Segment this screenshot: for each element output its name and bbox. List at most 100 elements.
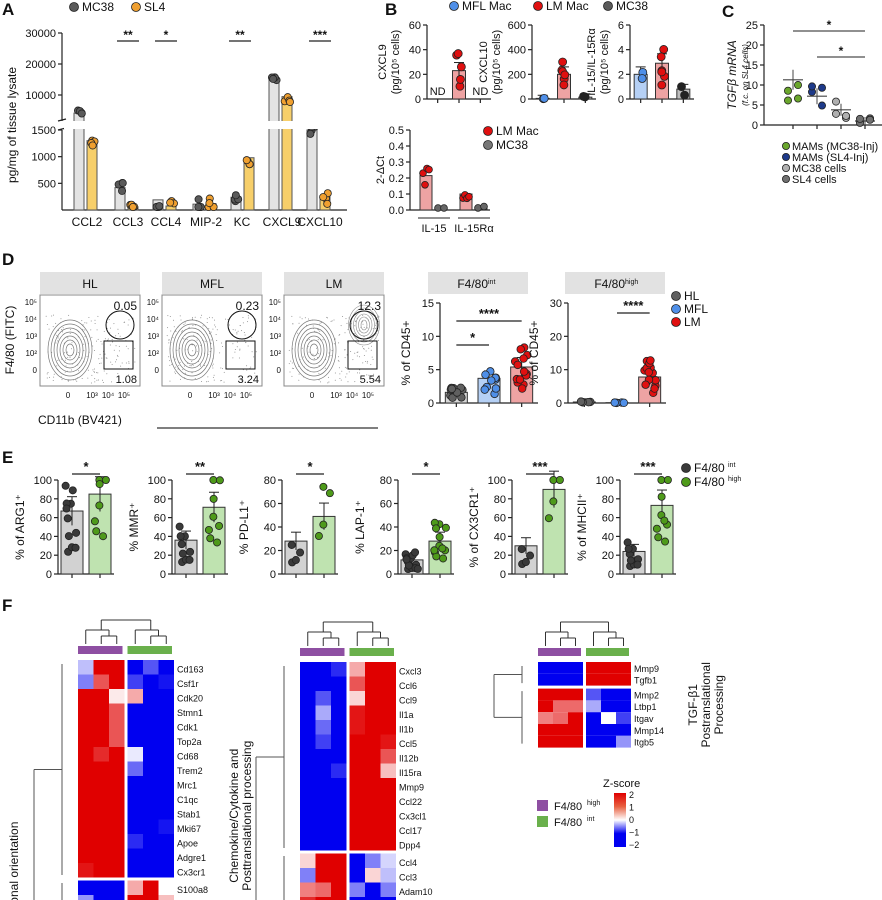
svg-text:(pg/10⁵ cells): (pg/10⁵ cells)	[491, 30, 503, 94]
svg-text:*: *	[83, 459, 89, 474]
panel-f-chemokine: Cxcl3 Ccl6 Ccl9 Il1a Il1b Ccl5 Il12b Il15ra Mmp9…	[227, 621, 433, 900]
svg-text:0.2: 0.2	[389, 173, 404, 185]
svg-text:10: 10	[422, 331, 434, 343]
svg-text:10⁵: 10⁵	[118, 391, 130, 400]
gene-label: Cd68	[177, 752, 199, 762]
svg-text:(f.c. on SL4 cells): (f.c. on SL4 cells)	[741, 44, 750, 106]
svg-text:pg/mg of tissue lysate: pg/mg of tissue lysate	[5, 67, 19, 183]
svg-text:CCL3: CCL3	[113, 215, 144, 229]
svg-text:high: high	[587, 800, 600, 807]
svg-text:% of CD45+: % of CD45+	[527, 320, 541, 385]
svg-text:40: 40	[409, 45, 421, 57]
svg-text:Z-score: Z-score	[603, 778, 640, 790]
svg-text:CCL2: CCL2	[72, 215, 103, 229]
svg-text:10000: 10000	[25, 90, 56, 102]
svg-text:80: 80	[264, 475, 276, 487]
gene-label: Top2a	[177, 737, 202, 747]
svg-text:***: ***	[532, 459, 548, 474]
svg-text:60: 60	[409, 20, 421, 32]
svg-text:−2: −2	[629, 840, 639, 850]
svg-text:80: 80	[494, 494, 506, 506]
gene-label: Csf1r	[177, 679, 199, 689]
svg-text:2: 2	[629, 790, 634, 800]
svg-text:****: ****	[479, 306, 500, 321]
gene-label: Stmn1	[177, 708, 203, 718]
svg-text:*: *	[839, 44, 844, 58]
svg-text:0.1: 0.1	[389, 189, 404, 201]
svg-text:20: 20	[746, 40, 758, 52]
svg-text:80: 80	[380, 475, 392, 487]
svg-text:Chemokine/Cytokine and: Chemokine/Cytokine and	[227, 749, 241, 883]
gene-label: Ccl9	[399, 696, 417, 706]
svg-text:25: 25	[746, 20, 758, 32]
svg-text:TGFβ mRNA: TGFβ mRNA	[725, 40, 739, 110]
gene-label: Itgb5	[634, 738, 654, 748]
svg-text:0: 0	[188, 391, 193, 400]
svg-text:% of MHCII⁺: % of MHCII⁺	[575, 493, 589, 561]
svg-text:60: 60	[264, 499, 276, 511]
svg-text:60: 60	[154, 513, 166, 525]
gene-label: Mmp9	[634, 664, 659, 674]
svg-text:MAMs (MC38-Inj): MAMs (MC38-Inj)	[792, 141, 878, 153]
svg-text:0: 0	[386, 569, 392, 581]
svg-text:20: 20	[602, 550, 614, 562]
gene-label: Ccl6	[399, 681, 417, 691]
svg-text:100: 100	[488, 475, 506, 487]
svg-text:40: 40	[154, 531, 166, 543]
gene-label: Dpp4	[399, 841, 421, 851]
svg-text:100: 100	[596, 475, 614, 487]
svg-text:*: *	[470, 330, 476, 345]
svg-text:IL-15/IL-15Rα: IL-15/IL-15Rα	[586, 28, 598, 96]
svg-text:***: ***	[640, 459, 656, 474]
svg-text:F4/80: F4/80	[694, 461, 725, 475]
svg-text:40: 40	[602, 531, 614, 543]
svg-text:0: 0	[160, 569, 166, 581]
svg-text:10⁵: 10⁵	[269, 298, 281, 307]
svg-text:0: 0	[277, 366, 282, 375]
gene-label: Ccl3	[399, 873, 417, 883]
svg-text:20: 20	[40, 550, 52, 562]
svg-text:40: 40	[494, 531, 506, 543]
svg-text:4: 4	[618, 45, 624, 57]
svg-text:high: high	[728, 476, 741, 483]
svg-text:% of CX3CR1⁺: % of CX3CR1⁺	[467, 486, 481, 567]
svg-text:0.4: 0.4	[389, 141, 404, 153]
svg-text:0: 0	[520, 94, 526, 106]
panel-e-e6: 0 20 40 60 80 100 % of MHCII⁺ ***	[575, 459, 676, 581]
svg-text:****: ****	[623, 298, 644, 313]
panel-e-e4: 0 20 40 60 80 % LAP-1⁺ *	[353, 459, 454, 581]
svg-text:ND: ND	[472, 86, 488, 98]
gene-label: Ccl4	[399, 858, 417, 868]
svg-text:10⁴: 10⁴	[147, 315, 160, 324]
svg-text:IL-15Rα: IL-15Rα	[454, 223, 494, 235]
gene-label: Il1b	[399, 725, 414, 735]
svg-text:*: *	[164, 28, 169, 42]
svg-text:HL: HL	[82, 277, 98, 291]
panel-e-e2: 0 20 40 60 80 100 % MMR⁺ **	[127, 459, 228, 581]
svg-text:0.05: 0.05	[114, 299, 138, 313]
gene-label: Il12b	[399, 754, 419, 764]
gene-label: Cdk1	[177, 723, 198, 733]
svg-text:F4/80 (FITC): F4/80 (FITC)	[3, 306, 17, 375]
svg-text:LM: LM	[326, 277, 343, 291]
svg-text:0: 0	[500, 569, 506, 581]
svg-text:*: *	[423, 459, 429, 474]
gene-label: Ltbp1	[634, 702, 657, 712]
svg-text:MFL: MFL	[684, 302, 708, 316]
gene-label: Apoe	[177, 839, 198, 849]
svg-text:MC38 cells: MC38 cells	[792, 163, 847, 175]
svg-text:SL4 cells: SL4 cells	[792, 174, 837, 186]
svg-text:F4/80: F4/80	[694, 475, 725, 489]
panel-b-cxcl9: 0 20 40 60 ND ND CXCL9 (pg/10⁵ cells)	[377, 20, 491, 106]
svg-text:HL: HL	[684, 289, 700, 303]
svg-text:0: 0	[428, 398, 434, 410]
panel-e-e5: 0 20 40 60 80 100 % of CX3CR1⁺ ***	[467, 459, 568, 581]
svg-text:% PD-L1⁺: % PD-L1⁺	[237, 500, 251, 554]
svg-text:F4/80: F4/80	[554, 817, 582, 829]
svg-text:80: 80	[154, 494, 166, 506]
svg-text:10²: 10²	[269, 349, 281, 358]
svg-text:MFL Mac: MFL Mac	[462, 0, 512, 13]
svg-text:CXCL9: CXCL9	[263, 215, 302, 229]
svg-text:0: 0	[629, 815, 634, 825]
